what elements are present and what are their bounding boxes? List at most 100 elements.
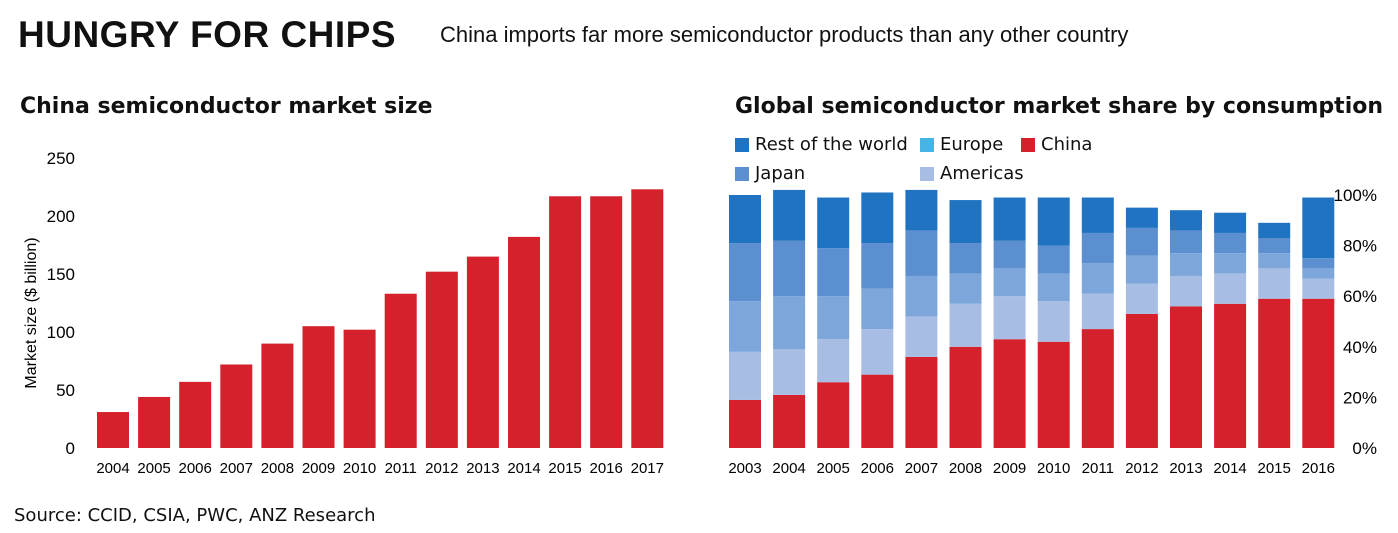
y-tick-label: 150 [47, 265, 75, 284]
bar-segment [1125, 207, 1158, 228]
x-tick-label: 2007 [905, 460, 938, 477]
bar-segment [1170, 253, 1202, 276]
global-market-share-chart: 0% 20% 40% 60% 80% 100% 2003 2004 2005 2006 2007 20… [728, 186, 1377, 477]
bar [508, 236, 540, 448]
legend-item-japan: Japan [735, 163, 805, 184]
bar [631, 189, 664, 448]
x-tick-label: 2005 [817, 460, 850, 477]
x-tick-label: 2004 [96, 460, 129, 477]
bar-segment [773, 296, 806, 350]
china-market-size-chart: 0 50 100 150 200 250 Market size ($ billion) 20… [23, 149, 664, 477]
bar-segment [1037, 273, 1070, 302]
bar-segment [1170, 306, 1202, 448]
bar-segment [1081, 232, 1114, 264]
bar [384, 293, 417, 448]
bar-segment [1302, 278, 1335, 299]
y-tick-label: 20% [1343, 388, 1377, 407]
source-note: Source: CCID, CSIA, PWC, ANZ Research [14, 505, 376, 526]
x-tick-label: 2009 [302, 460, 335, 477]
legend-swatch-rest-of-world [735, 137, 749, 152]
bar-segment [993, 296, 1026, 340]
legend-label-europe: Europe [940, 134, 1004, 155]
y-tick-label: 80% [1343, 237, 1377, 256]
x-tick-label: 2009 [993, 460, 1026, 477]
legend-swatch-japan [735, 166, 749, 181]
bar-segment [1302, 258, 1335, 269]
bar-segment [729, 351, 761, 400]
bar-segment [817, 296, 850, 340]
y-tick-label: 0 [66, 439, 75, 458]
bar-segment [1302, 268, 1335, 279]
bar-segment [905, 356, 938, 448]
legend-swatch-americas [920, 166, 934, 181]
bar-segment [1214, 273, 1247, 304]
legend-item-china: China [1021, 134, 1092, 155]
right-chart-title: Global semiconductor market share by con… [735, 94, 1384, 119]
bar [302, 326, 335, 448]
x-tick-label: 2010 [343, 460, 376, 477]
x-tick-label: 2015 [548, 460, 581, 477]
bar-segment [1037, 197, 1070, 246]
page-title: HUNGRY FOR CHIPS [18, 14, 397, 55]
x-tick-label: 2006 [861, 460, 894, 477]
bar-segment [1170, 275, 1202, 307]
bar-segment [773, 394, 806, 448]
x-tick-label: 2016 [1302, 460, 1335, 477]
y-tick-label: 100% [1334, 186, 1377, 205]
x-tick-label: 2011 [385, 460, 417, 477]
x-tick-label: 2012 [1125, 460, 1158, 477]
bar [590, 196, 623, 448]
bar-segment [729, 195, 761, 244]
x-tick-label: 2008 [261, 460, 294, 477]
bar-segment [1214, 232, 1247, 254]
bar-segment [729, 301, 761, 352]
x-tick-label: 2006 [179, 460, 212, 477]
bar-segment [1302, 197, 1335, 259]
y-tick-label: 200 [47, 207, 75, 226]
bar-segment [1258, 298, 1291, 448]
bar [425, 271, 458, 448]
bar [97, 412, 129, 448]
bar-segment [993, 268, 1026, 297]
bar-segment [1081, 197, 1114, 233]
bar [343, 329, 376, 448]
y-tick-label: 60% [1343, 287, 1377, 306]
x-tick-label: 2013 [466, 460, 499, 477]
bar-segment [1214, 253, 1247, 274]
bar-segment [861, 329, 894, 375]
bar-segment [1037, 301, 1070, 342]
bar-segment [1214, 303, 1247, 448]
bar-segment [861, 243, 894, 289]
bar-segment [1125, 283, 1158, 314]
bar [138, 396, 171, 448]
bar-segment [1258, 268, 1291, 299]
page-subtitle: China imports far more semiconductor pro… [440, 22, 1129, 47]
bar [549, 196, 582, 448]
bar-segment [773, 240, 806, 297]
bar-segment [817, 197, 850, 249]
x-tick-label: 2005 [137, 460, 170, 477]
bar [261, 343, 294, 448]
bar-segment [949, 346, 982, 448]
legend-label-americas: Americas [940, 163, 1024, 184]
bar-segment [905, 275, 938, 317]
bar [220, 364, 253, 448]
y-axis-label: Market size ($ billion) [23, 237, 40, 388]
x-tick-label: 2014 [1213, 460, 1246, 477]
legend-item-rest-of-world: Rest of the world [735, 134, 908, 155]
x-tick-label: 2012 [425, 460, 458, 477]
bar-segment [1214, 212, 1247, 233]
x-tick-label: 2017 [631, 460, 664, 477]
legend-label-japan: Japan [755, 163, 806, 184]
legend-swatch-china [1021, 137, 1035, 152]
bar-segment [1081, 329, 1114, 448]
bar-segment [1258, 253, 1291, 269]
bar-segment [993, 339, 1026, 448]
x-tick-label: 2004 [772, 460, 805, 477]
x-tick-label: 2010 [1037, 460, 1070, 477]
bar-segment [949, 243, 982, 274]
bar-segment [729, 243, 761, 302]
bar-segment [1125, 227, 1158, 256]
bar-segment [993, 197, 1026, 241]
bar-segment [1125, 313, 1158, 448]
